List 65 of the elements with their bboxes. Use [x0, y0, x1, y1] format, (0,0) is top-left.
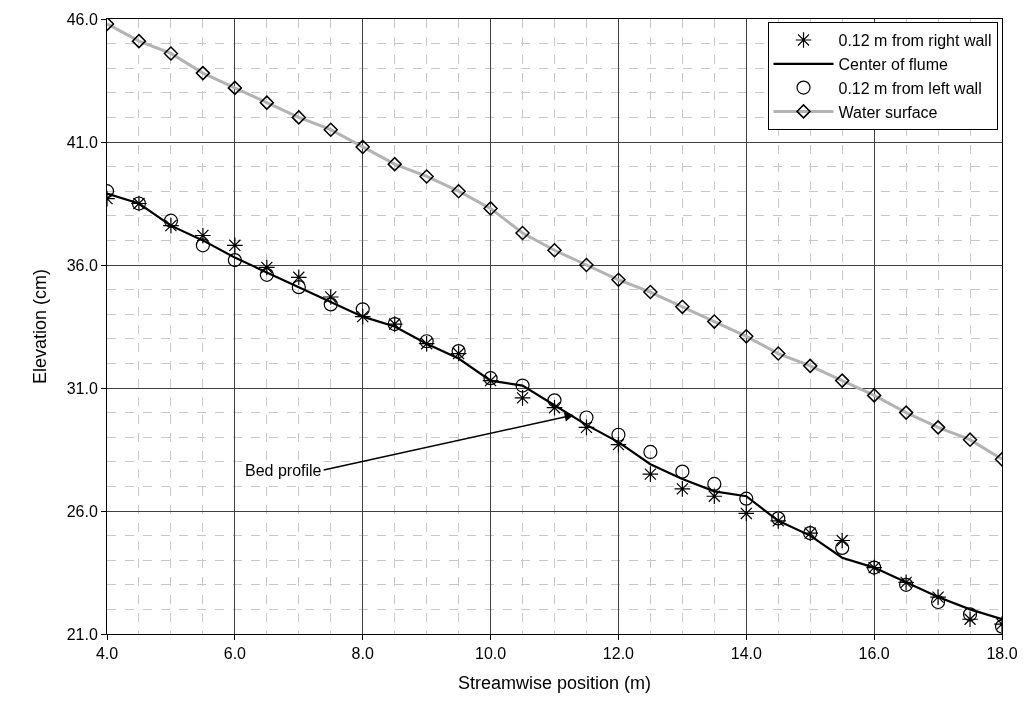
point	[833, 532, 851, 549]
point	[739, 491, 754, 506]
x-tick-label: 18.0	[986, 645, 1018, 663]
point	[547, 393, 562, 408]
x-tick-label: 8.0	[351, 645, 374, 663]
annotation: Bed profile	[245, 462, 322, 479]
point	[482, 372, 499, 390]
x-tick-label: 10.0	[475, 645, 507, 663]
y-tick-label: 21.0	[66, 625, 98, 643]
legend-label: 0.12 m from right wall	[838, 32, 992, 50]
x-tick-label: 14.0	[730, 645, 762, 663]
point	[354, 308, 372, 326]
point	[194, 227, 212, 244]
y-tick-label: 41.0	[66, 133, 98, 151]
point	[962, 607, 978, 622]
point	[322, 288, 340, 306]
x-axis-title: Streamwise position (m)	[457, 673, 652, 694]
point	[419, 334, 434, 349]
point	[641, 465, 659, 483]
point	[163, 213, 179, 228]
point	[610, 436, 627, 453]
point	[258, 259, 276, 276]
point	[323, 297, 338, 312]
point	[514, 389, 531, 407]
point	[835, 540, 850, 555]
point	[929, 588, 947, 606]
point	[707, 476, 722, 492]
point	[290, 268, 308, 286]
legend-label: 0.12 m from left wall	[838, 79, 982, 97]
y-tick-label: 36.0	[66, 256, 98, 274]
point	[291, 280, 306, 295]
point	[226, 236, 244, 254]
point	[675, 464, 690, 479]
point	[259, 267, 274, 282]
point	[579, 410, 594, 425]
y-tick-label: 31.0	[66, 379, 98, 397]
point	[737, 505, 755, 522]
point	[673, 480, 691, 498]
x-tick-label: 4.0	[95, 645, 119, 663]
point	[195, 238, 210, 253]
y-axis-title: Elevation (cm)	[29, 268, 50, 385]
point	[162, 217, 180, 235]
y-tick-label: 46.0	[66, 10, 98, 28]
x-tick-label: 6.0	[223, 645, 247, 663]
legend-label: Center of flume	[838, 56, 949, 74]
point	[643, 444, 658, 460]
point	[930, 594, 946, 610]
point	[769, 512, 787, 530]
point	[771, 511, 786, 526]
y-tick-label: 26.0	[66, 502, 98, 520]
point	[355, 302, 370, 317]
x-tick-label: 16.0	[858, 645, 890, 663]
point	[897, 573, 915, 591]
x-tick-label: 12.0	[602, 645, 635, 663]
point	[483, 371, 498, 386]
point	[578, 418, 595, 436]
point	[611, 427, 626, 442]
point	[418, 335, 436, 353]
legend-label: Water surface	[838, 103, 938, 121]
point	[705, 487, 723, 505]
point	[227, 252, 242, 268]
point	[546, 399, 563, 417]
point	[961, 610, 979, 628]
point	[515, 378, 530, 393]
point	[899, 577, 914, 592]
